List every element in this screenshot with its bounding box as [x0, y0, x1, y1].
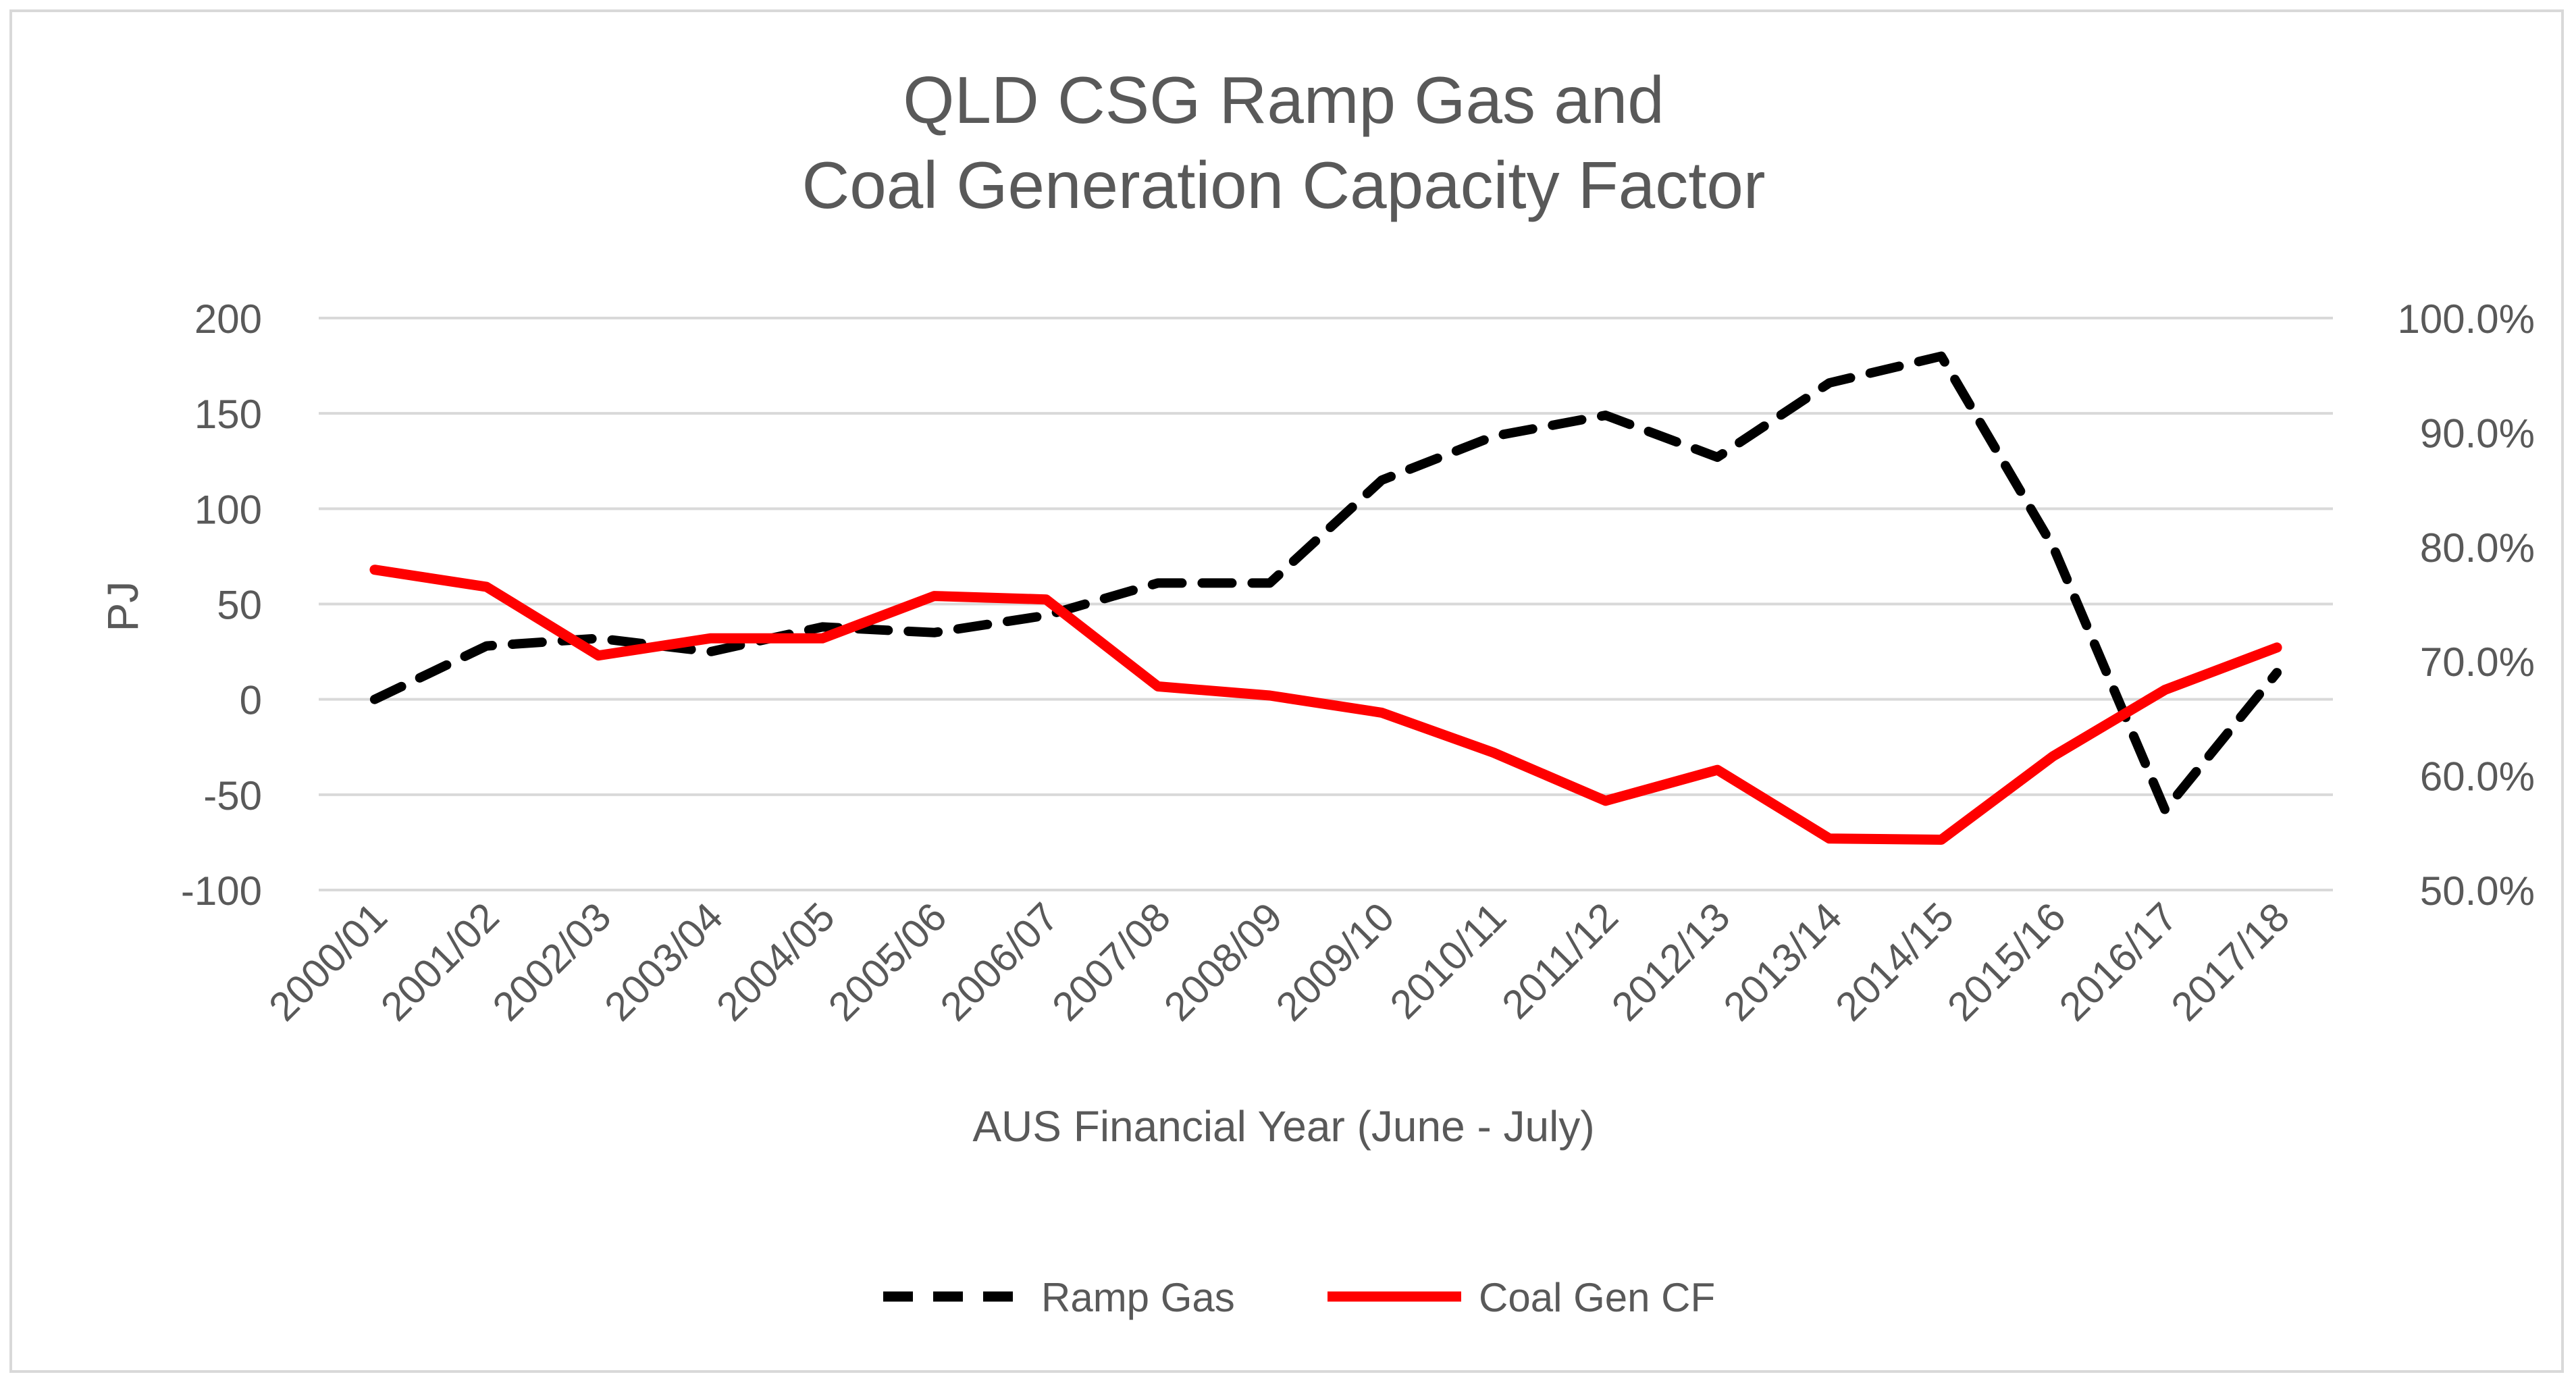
data-point: [1381, 712, 1382, 713]
data-point: [2053, 756, 2054, 757]
data-point: [1829, 838, 1830, 839]
chart-frame: QLD CSG Ramp Gas and Coal Generation Cap…: [9, 9, 2564, 1373]
y-tick-label: 100: [194, 487, 262, 532]
data-point: [1381, 479, 1382, 481]
data-point: [598, 637, 599, 639]
chart: QLD CSG Ramp Gas and Coal Generation Cap…: [99, 63, 2535, 1320]
data-point: [822, 626, 823, 627]
data-point: [1493, 436, 1494, 437]
series-line: [369, 351, 2282, 815]
x-tick-label: 2017/18: [2163, 894, 2298, 1030]
gridlines: [319, 317, 2333, 891]
x-axis-title: AUS Financial Year (June - July): [972, 1102, 1594, 1151]
data-point: [486, 646, 488, 647]
data-point: [822, 637, 823, 639]
data-point: [1941, 355, 1942, 357]
data-point: [1157, 685, 1159, 687]
data-point: [1605, 800, 1606, 802]
x-tick-label: 2016/17: [2051, 894, 2186, 1030]
x-tick-label: 2007/08: [1043, 894, 1179, 1030]
x-tick-label: 2012/13: [1603, 894, 1739, 1030]
y-tick-label: 200: [194, 296, 262, 342]
data-point: [1605, 415, 1606, 416]
y-axis-left: 200 150 100 50 0 -50 -100: [181, 296, 262, 914]
series-lines: [369, 351, 2282, 845]
series-coal-gen-cf: [369, 565, 2282, 845]
y-axis-right: 100.0% 90.0% 80.0% 70.0% 60.0% 50.0%: [2398, 296, 2535, 914]
x-tick-label: 2013/14: [1715, 894, 1851, 1030]
data-point: [374, 699, 375, 700]
y2-tick-label: 80.0%: [2420, 525, 2535, 571]
data-point: [1269, 695, 1271, 696]
data-point: [710, 637, 711, 639]
data-point: [1269, 582, 1271, 583]
y-tick-label: -100: [181, 868, 262, 914]
data-point: [2164, 809, 2165, 810]
x-tick-label: 2015/16: [1939, 894, 2074, 1030]
x-tick-label: 2004/05: [708, 894, 843, 1030]
data-point: [1045, 615, 1047, 616]
data-point: [1717, 456, 1718, 458]
x-tick-label: 2009/10: [1267, 894, 1403, 1030]
x-tick-label: 2010/11: [1382, 894, 1515, 1028]
data-point: [710, 651, 711, 652]
legend-label: Coal Gen CF: [1479, 1275, 1715, 1320]
data-point: [1829, 382, 1830, 384]
data-point: [1045, 599, 1047, 600]
x-tick-label: 2011/12: [1493, 894, 1627, 1028]
y2-tick-label: 60.0%: [2420, 754, 2535, 800]
data-point: [933, 596, 935, 597]
series-line: [369, 565, 2282, 845]
legend-label: Ramp Gas: [1041, 1275, 1235, 1320]
data-point: [1941, 839, 1942, 840]
data-point: [1493, 752, 1494, 754]
data-point: [374, 569, 375, 571]
data-point: [486, 586, 488, 587]
y-tick-label: 50: [217, 583, 262, 628]
chart-title-line-2: Coal Generation Capacity Factor: [801, 148, 1765, 222]
chart-title-line-1: QLD CSG Ramp Gas and: [903, 63, 1664, 137]
series-ramp-gas: [369, 351, 2282, 815]
data-point: [1157, 582, 1159, 583]
data-point: [2276, 672, 2278, 673]
data-point: [2164, 689, 2165, 691]
x-axis: 2000/012001/022002/032003/042004/052005/…: [260, 894, 2298, 1030]
x-tick-label: 2006/07: [932, 894, 1068, 1030]
y2-tick-label: 70.0%: [2420, 639, 2535, 685]
y2-tick-label: 50.0%: [2420, 868, 2535, 914]
y-tick-label: -50: [203, 773, 262, 818]
data-point: [933, 632, 935, 633]
y-tick-label: 150: [194, 392, 262, 437]
y2-tick-label: 90.0%: [2420, 411, 2535, 456]
x-tick-label: 2003/04: [596, 894, 731, 1030]
data-point: [2276, 647, 2278, 648]
y2-tick-label: 100.0%: [2398, 296, 2535, 342]
x-tick-label: 2000/01: [260, 894, 396, 1030]
legend: Ramp Gas Coal Gen CF: [883, 1275, 1715, 1320]
x-tick-label: 2001/02: [372, 894, 508, 1030]
x-tick-label: 2014/15: [1826, 894, 1962, 1030]
data-point: [1717, 769, 1718, 770]
y-axis-title: PJ: [99, 581, 147, 632]
y-tick-label: 0: [240, 678, 262, 723]
data-point: [598, 655, 599, 656]
x-tick-label: 2005/06: [820, 894, 955, 1030]
x-tick-label: 2002/03: [484, 894, 620, 1030]
x-tick-label: 2008/09: [1155, 894, 1291, 1030]
data-point: [2053, 546, 2054, 548]
